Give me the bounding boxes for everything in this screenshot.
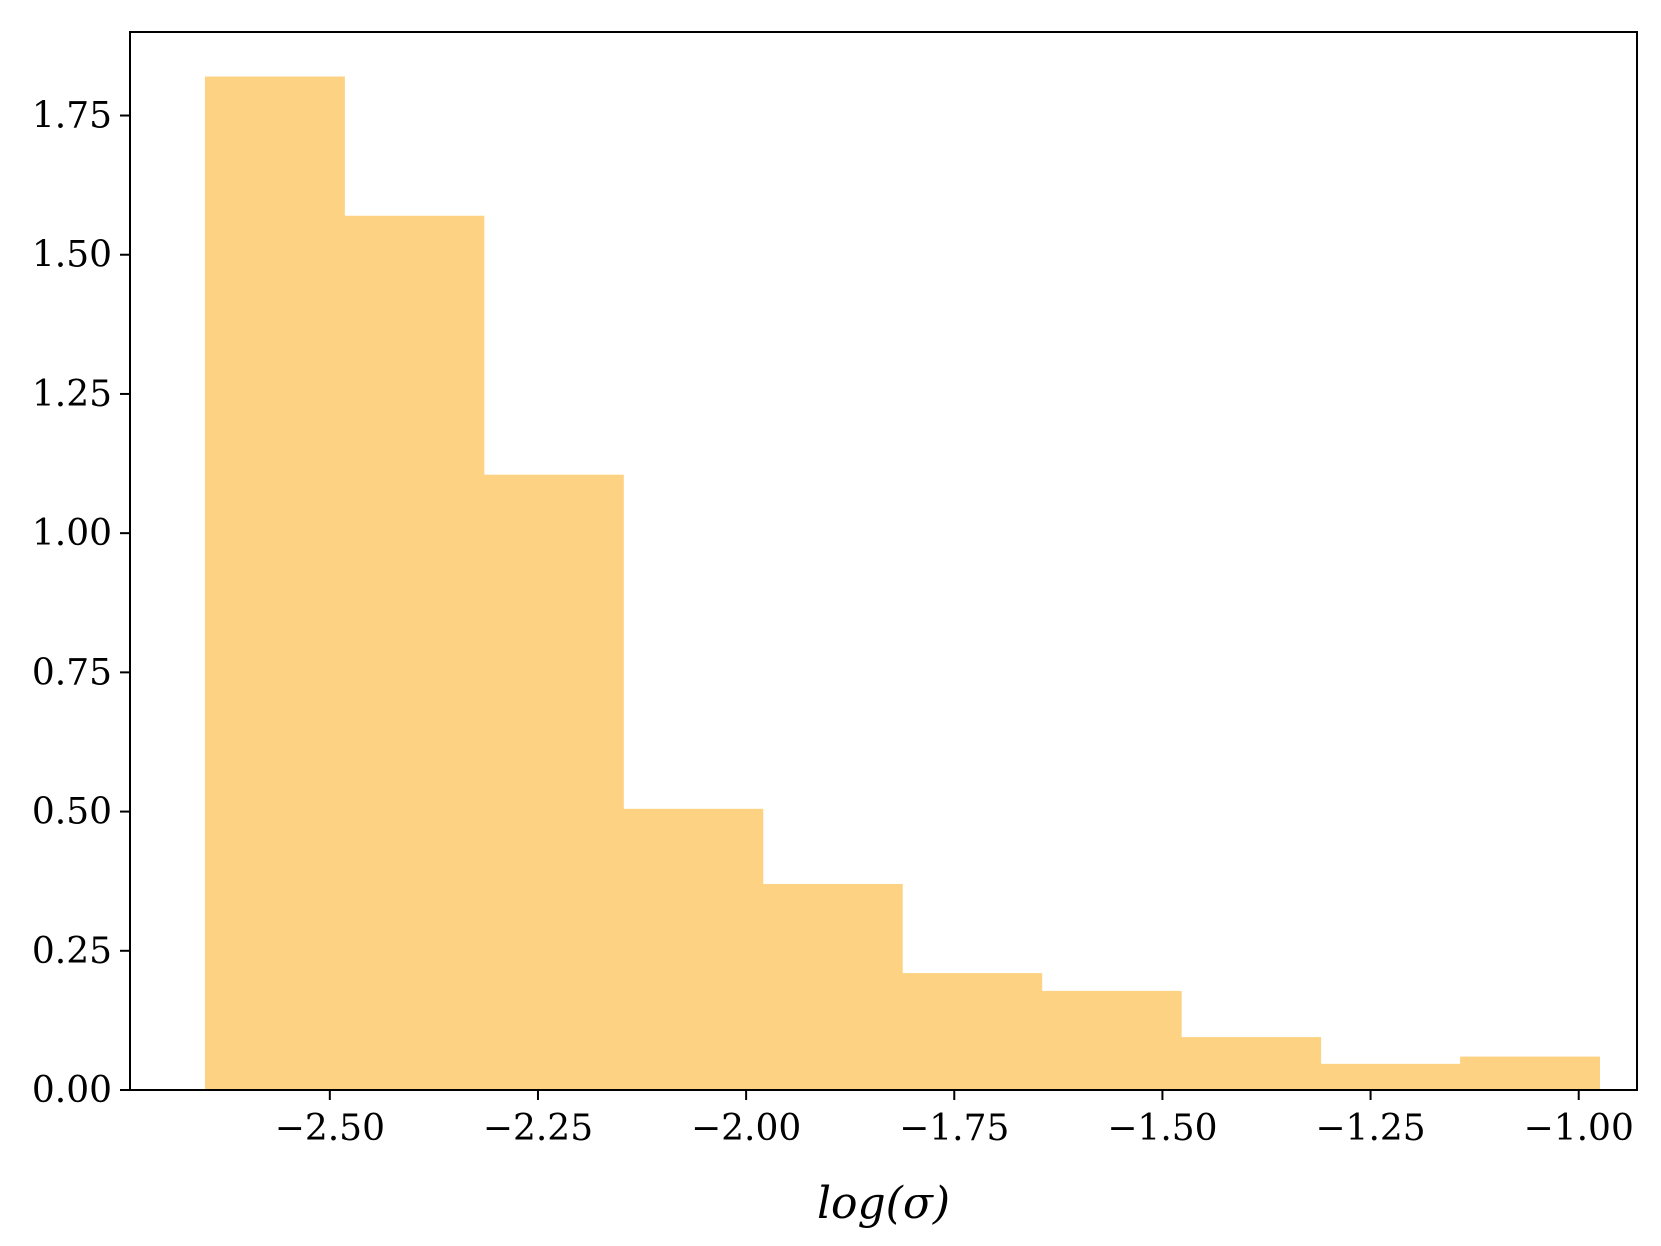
x-tick-label: −2.50: [275, 1108, 385, 1149]
histogram-bar: [344, 215, 485, 1091]
histogram-bar: [1320, 1063, 1461, 1090]
x-tick-label: −1.00: [1524, 1108, 1634, 1149]
histogram-bar: [1460, 1056, 1601, 1090]
histogram-bar: [902, 973, 1043, 1090]
y-tick-label: 0.00: [32, 1070, 112, 1111]
y-axis-ticks: 0.00 0.25 0.50 0.75 1.00 1.25 1.50 1.75: [32, 96, 130, 1111]
y-tick-label: 1.25: [32, 374, 112, 415]
y-tick-label: 1.50: [32, 235, 112, 276]
y-tick-label: 0.25: [32, 931, 112, 972]
y-tick-label: 1.00: [32, 513, 112, 554]
y-tick-label: 1.75: [32, 96, 112, 137]
x-tick-label: −2.00: [691, 1108, 801, 1149]
x-tick-label: −1.75: [899, 1108, 1009, 1149]
histogram-bar: [623, 808, 764, 1090]
histogram-bars: [204, 76, 1601, 1091]
x-tick-label: −1.50: [1107, 1108, 1217, 1149]
y-tick-label: 0.75: [32, 652, 112, 693]
x-axis-ticks: −2.50 −2.25 −2.00 −1.75 −1.50 −1.25 −1.00: [275, 1090, 1634, 1149]
histogram-bar: [483, 474, 624, 1091]
histogram-bar: [762, 883, 903, 1090]
histogram-bar: [204, 76, 345, 1091]
y-tick-label: 0.50: [32, 792, 112, 833]
x-tick-label: −2.25: [483, 1108, 593, 1149]
x-axis-label: log(σ): [817, 1178, 950, 1229]
histogram-bar: [1041, 990, 1182, 1090]
x-tick-label: −1.25: [1315, 1108, 1425, 1149]
plot-frame: [129, 31, 1638, 1091]
histogram-bar: [1181, 1037, 1322, 1090]
